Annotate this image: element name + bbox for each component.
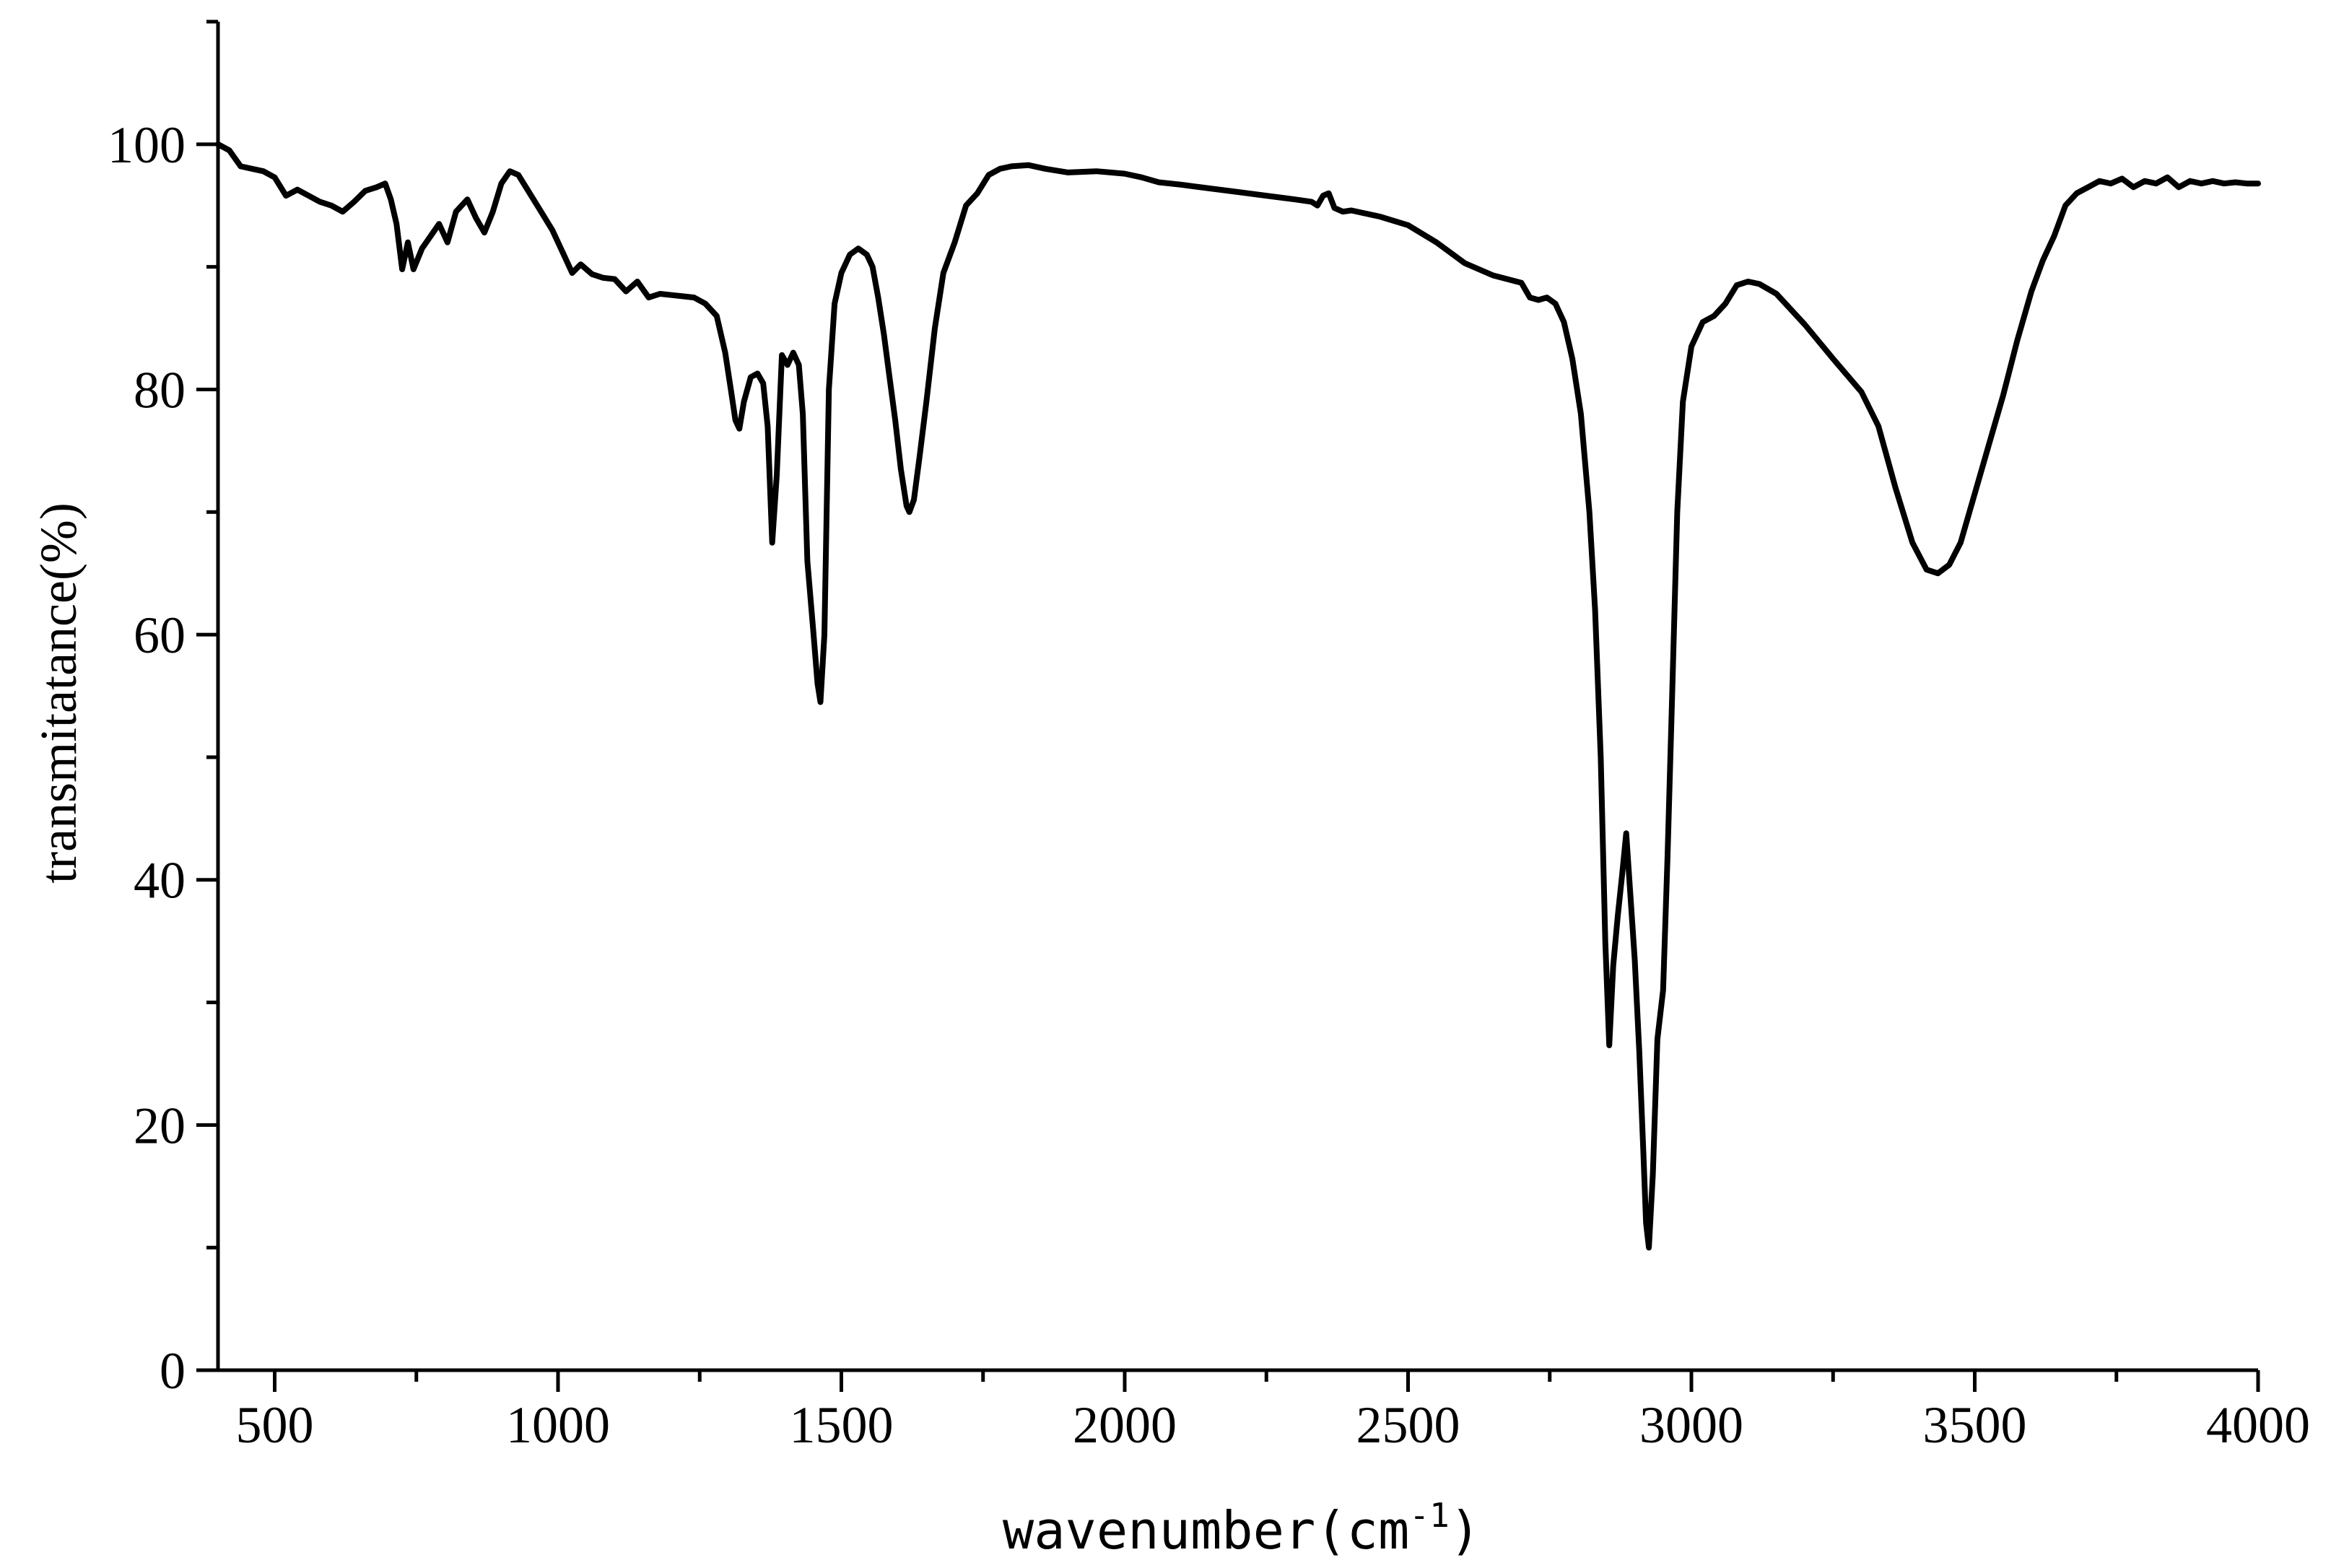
- y-ticks: 0 20 40 60 80 100: [108, 19, 218, 1400]
- x-tick-label: 500: [236, 1396, 314, 1454]
- spectrum-line: [215, 141, 2261, 1251]
- x-axis-title-close: ): [1450, 1500, 1481, 1561]
- x-axis-title-main: wavenumber(cm: [1003, 1500, 1410, 1561]
- axes: [216, 22, 2258, 1372]
- x-tick-label: 1000: [506, 1396, 610, 1454]
- x-tick-label: 4000: [2206, 1396, 2310, 1454]
- x-axis-title-sup: -1: [1409, 1496, 1449, 1535]
- y-tick-label: 40: [134, 852, 186, 910]
- y-tick-label: 80: [134, 361, 186, 419]
- y-tick-label: 60: [134, 606, 186, 664]
- x-ticks: 500 1000 1500 2000 2500 3000 3500 4000: [236, 1370, 2310, 1454]
- y-tick-label: 0: [160, 1342, 186, 1400]
- x-tick-label: 2000: [1073, 1396, 1177, 1454]
- x-tick-label: 1500: [790, 1396, 894, 1454]
- x-tick-label: 3000: [1639, 1396, 1743, 1454]
- x-tick-label: 2500: [1356, 1396, 1460, 1454]
- plot-area: [215, 141, 2261, 1251]
- y-axis-title: transmitatance(%): [30, 502, 87, 884]
- y-tick-label: 20: [134, 1097, 186, 1154]
- y-tick-label: 100: [108, 116, 186, 174]
- x-tick-label: 3500: [1923, 1396, 2027, 1454]
- x-axis-title: wavenumber(cm-1): [1003, 1496, 1481, 1561]
